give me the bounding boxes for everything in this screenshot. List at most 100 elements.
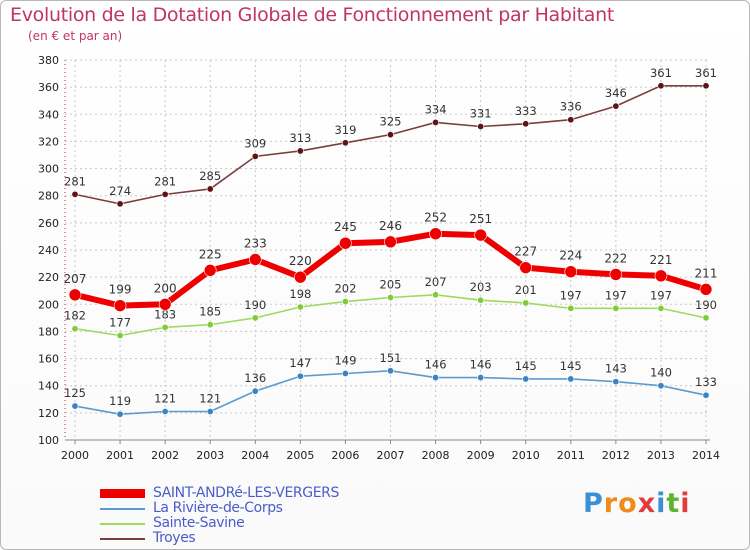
data-point [699,283,713,296]
data-point [203,264,217,277]
data-point [477,123,485,131]
data-point [432,118,440,126]
legend-label-troyes: Troyes [153,530,196,546]
y-tick-label: 180 [38,325,59,338]
data-point [206,185,214,193]
data-point [296,147,304,155]
data-label: 224 [559,249,582,263]
data-label: 251 [469,212,492,226]
x-tick-label: 2014 [692,449,720,462]
data-label: 331 [470,107,492,121]
data-point [477,296,485,304]
data-label: 281 [154,174,176,188]
data-label: 201 [515,283,537,297]
y-tick-label: 260 [38,217,59,230]
x-tick-label: 2005 [286,449,314,462]
data-label: 319 [334,123,356,137]
data-point [609,268,623,281]
data-label: 313 [289,131,311,145]
data-label: 220 [289,254,312,268]
data-label: 133 [695,375,717,389]
x-tick-label: 2011 [557,449,585,462]
data-point [339,236,352,250]
x-tick-label: 2012 [602,449,630,462]
data-label: 221 [649,253,672,267]
data-point [522,120,530,128]
x-tick-label: 2001 [106,449,134,462]
data-label: 233 [244,237,267,251]
data-point [386,367,394,375]
data-label: 227 [514,245,537,259]
data-label: 333 [515,104,537,118]
data-label: 207 [64,272,87,286]
data-point [657,82,665,90]
y-tick-label: 380 [38,54,59,67]
data-point [432,291,440,299]
data-label: 145 [560,359,582,373]
x-tick-label: 2013 [647,449,675,462]
data-label: 246 [379,219,402,233]
data-point [71,190,79,198]
data-label: 145 [515,359,537,373]
data-point [71,402,79,410]
data-point [522,299,530,307]
y-tick-label: 160 [38,353,59,366]
y-tick-label: 340 [38,108,59,121]
data-point [341,298,349,306]
data-label: 199 [109,283,132,297]
data-point [161,190,169,198]
data-point [341,139,349,147]
data-point [612,378,620,386]
logo-letter: o [618,488,638,519]
data-label: 285 [199,169,221,183]
data-label: 146 [425,358,447,372]
data-point [161,323,169,331]
x-tick-label: 2000 [61,449,89,462]
data-label: 190 [695,298,717,312]
logo-letter: x [637,488,657,519]
data-point [386,293,394,301]
data-point [296,372,304,380]
data-label: 136 [244,371,266,385]
proxiti-logo: Proxiti [583,488,691,519]
data-point [248,253,262,266]
data-point [116,331,124,339]
legend-label-saint-andre: SAINT-ANDRé-LES-VERGERS [153,485,339,501]
x-tick-label: 2010 [512,449,540,462]
logo-letter: i [656,488,667,519]
data-label: 140 [650,366,672,380]
data-point [251,314,259,322]
data-label: 309 [244,136,266,150]
y-tick-label: 220 [38,271,59,284]
data-point [161,407,169,415]
data-point [116,410,124,418]
data-point [519,261,533,274]
data-point [702,391,710,399]
legend-swatch-saint-andre [100,489,145,498]
data-label: 119 [109,394,131,408]
y-tick-label: 320 [38,135,59,148]
data-label: 202 [334,282,356,296]
y-tick-label: 100 [38,434,59,447]
data-label: 334 [425,102,447,116]
data-point [564,265,578,279]
x-tick-label: 2004 [241,449,269,462]
legend-swatch-sainte-savine [100,523,145,525]
data-point [474,228,487,242]
data-label: 245 [334,220,357,234]
data-point [206,321,214,329]
logo-letter: P [583,488,604,519]
data-point [386,131,394,139]
data-point [522,375,530,383]
data-label: 182 [64,309,86,323]
x-tick-label: 2003 [196,449,224,462]
data-label: 146 [470,358,492,372]
data-point [612,102,620,110]
legend-label-la-riviere: La Rivière-de-Corps [153,500,283,516]
data-label: 185 [199,305,221,319]
data-label: 198 [289,287,311,301]
data-label: 211 [695,266,718,280]
data-label: 197 [560,288,582,302]
y-tick-label: 200 [38,298,59,311]
data-label: 336 [560,100,582,114]
